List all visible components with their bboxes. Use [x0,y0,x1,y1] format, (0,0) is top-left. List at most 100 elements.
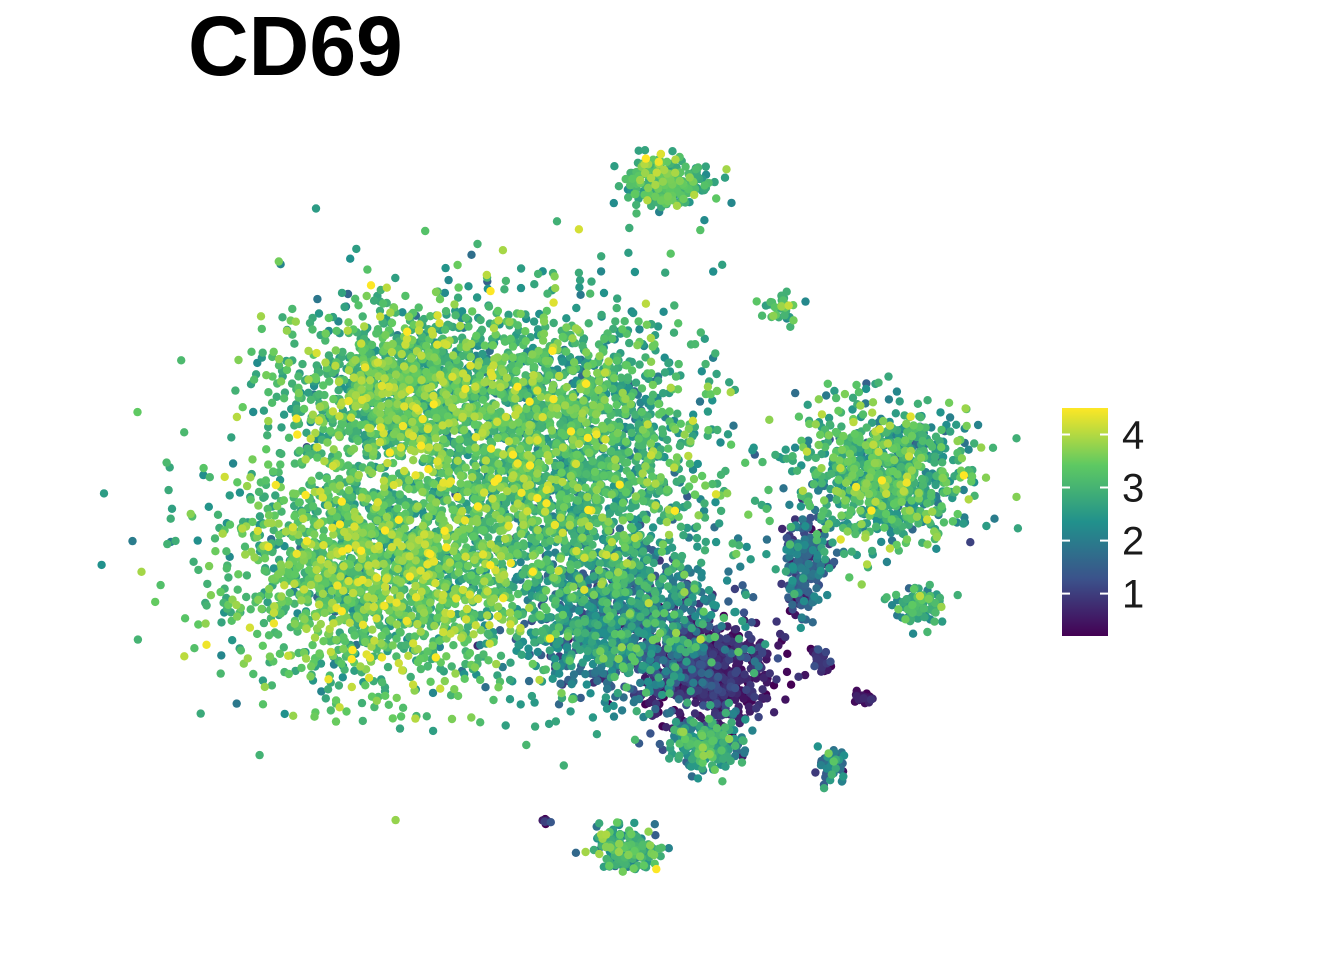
cell-point [772,675,781,684]
cell-point [629,308,638,318]
cell-point [464,282,473,291]
cell-point [716,506,726,516]
cell-point [691,698,700,707]
cell-point [970,439,979,448]
cell-point [748,726,757,735]
cell-point [592,730,602,739]
cell-point [801,522,810,531]
cell-point [744,702,754,711]
cell-point [609,712,619,721]
cell-point [697,367,706,376]
cell-point [703,407,713,416]
cell-point [189,557,198,566]
cell-point [814,645,823,654]
cell-point [953,590,962,600]
cell-point [249,407,258,417]
cell-point [648,523,658,532]
cell-point [826,657,835,666]
cell-point [731,695,740,704]
cell-point [825,564,834,573]
cell-point [630,818,639,828]
cell-point [859,694,868,703]
cell-point [582,680,591,689]
cell-point [687,624,696,633]
cell-point [665,754,674,763]
cell-point [727,198,736,208]
cell-point [687,665,697,674]
cell-point [670,551,679,561]
cell-point [808,618,817,627]
cell-point [692,533,702,543]
cell-point [675,751,684,760]
cell-point [682,657,691,666]
cell-point [533,647,542,657]
cell-point [640,146,650,155]
cell-point [576,290,585,299]
cell-point [744,630,753,640]
cell-point [680,615,689,625]
cell-point [472,293,482,302]
cell-point [505,675,515,685]
cell-point [601,693,611,702]
cell-point [228,459,238,468]
cell-point [830,386,839,396]
scatter-points [97,146,1023,876]
cell-point [228,636,237,645]
cell-point [517,650,526,659]
cell-point [738,616,747,626]
cell-point [383,662,393,672]
cell-point [166,514,175,523]
cell-point [781,695,790,704]
cell-point [167,504,177,513]
cell-point [796,502,806,511]
cell-point [792,550,802,559]
cell-point [800,670,810,680]
cell-point [635,360,644,369]
cell-point [709,600,718,609]
cell-point [714,672,723,681]
cell-point [866,695,876,704]
cell-point [626,503,636,513]
cell-point [527,691,537,701]
cell-point [567,680,576,689]
cell-point [603,684,612,694]
cell-point [196,709,205,718]
cell-point [659,307,668,316]
cell-point [654,673,663,682]
cell-point [578,658,587,667]
cell-point [742,685,751,695]
cell-point [781,633,790,642]
cell-point [334,386,343,395]
cell-point [597,310,606,320]
cell-point [660,368,670,377]
cell-point [716,438,725,447]
cell-point [785,500,794,509]
cell-point [280,709,289,719]
cell-point [698,678,707,687]
cell-point [516,283,526,293]
cell-point [729,421,738,430]
cell-point [627,622,636,631]
cell-point [895,397,904,406]
cell-point [959,519,968,528]
cell-point [671,717,681,727]
cell-point [803,400,812,409]
cell-point [791,388,800,398]
cell-point [659,656,668,665]
cell-point [701,162,710,171]
cell-point [762,535,772,544]
cell-point [884,395,894,404]
cell-point [395,724,405,733]
cell-point [711,537,721,547]
cell-point [441,263,450,273]
cell-point [217,618,226,627]
cell-point [689,678,698,687]
cell-point [279,410,289,419]
cell-point [990,514,999,523]
cell-point [505,695,515,704]
cell-point [758,685,767,694]
cell-point [730,584,740,594]
cell-point [664,359,673,368]
cell-point [571,848,581,857]
